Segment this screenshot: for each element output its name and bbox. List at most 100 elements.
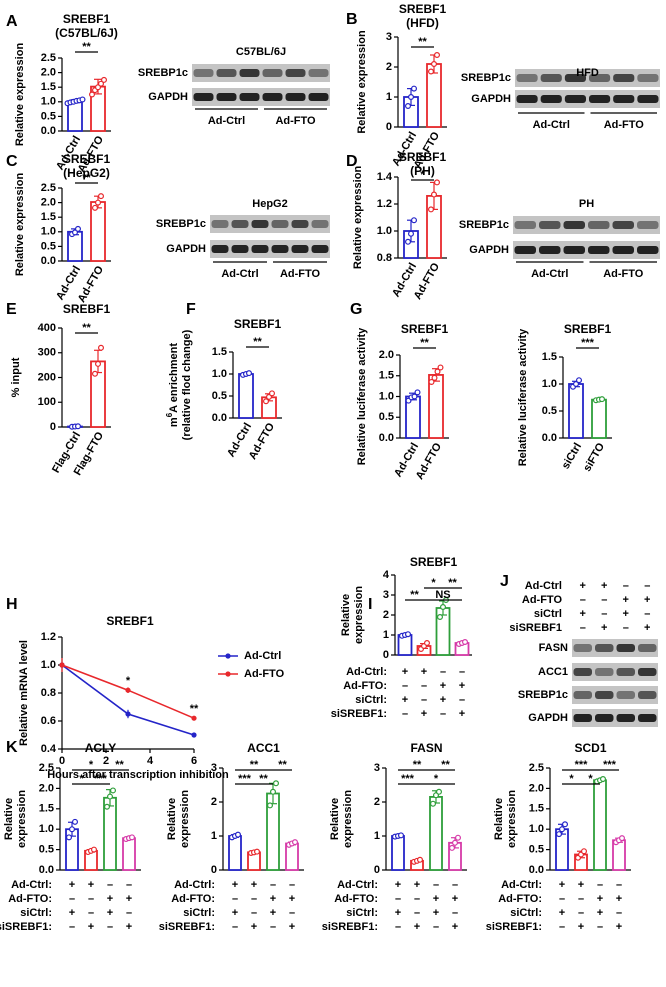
data-point (411, 85, 418, 92)
condition-sign: + (452, 893, 458, 905)
condition-sign: + (601, 580, 607, 592)
blot-title: HFD (576, 67, 599, 79)
significance-label: * (420, 169, 425, 181)
panel-letter: G (350, 301, 362, 318)
y-tick-label: 400 (38, 322, 56, 334)
group-label: Ad-FTO (603, 268, 644, 280)
blot-band (308, 93, 329, 101)
blot-strip (572, 686, 658, 704)
blot-band (311, 245, 329, 253)
y-tick-label: 1 (386, 91, 392, 103)
data-point (65, 834, 72, 841)
significance-label: ** (410, 589, 419, 601)
data-point (246, 370, 253, 377)
data-point (97, 193, 104, 200)
chart-title: (PH) (410, 164, 435, 178)
condition-label: Ad-FTO (522, 594, 563, 606)
y-tick-label: 1.0 (212, 368, 227, 380)
condition-sign: – (88, 907, 94, 919)
blot-row-label: GAPDH (166, 243, 206, 255)
bar (591, 398, 607, 439)
data-point (94, 360, 101, 367)
data-point (408, 230, 415, 237)
data-point (191, 715, 197, 721)
data-point (59, 662, 65, 668)
bar (238, 373, 254, 419)
condition-label: Ad-FTO: (334, 893, 378, 905)
condition-sign: + (644, 594, 650, 606)
panel-letter: B (346, 11, 358, 28)
condition-sign: – (414, 893, 420, 905)
condition-sign: – (623, 622, 629, 634)
blot-strip (572, 639, 658, 657)
data-point (411, 217, 418, 224)
blot-band (231, 220, 249, 228)
y-tick-label: 0.5 (39, 844, 54, 856)
data-point (94, 199, 101, 206)
condition-sign: – (578, 907, 584, 919)
condition-sign: + (580, 608, 586, 620)
blot-band (573, 691, 592, 699)
y-tick-label: 200 (38, 371, 56, 383)
blot-band (311, 220, 329, 228)
chart-title: (HepG2) (63, 166, 110, 180)
condition-sign: + (597, 907, 603, 919)
condition-sign: + (616, 921, 622, 933)
blot-band (239, 93, 260, 101)
condition-sign: + (69, 879, 75, 891)
y-tick-label: 0.5 (41, 110, 56, 122)
condition-sign: – (251, 893, 257, 905)
data-point (434, 51, 441, 58)
y-tick-label: 1.0 (529, 823, 544, 835)
significance-label: ** (250, 759, 259, 771)
data-point (398, 832, 405, 839)
blot-strip (572, 709, 658, 727)
blot-band (271, 220, 289, 228)
condition-label: Ad-Ctrl: (337, 879, 378, 891)
chart-title: SREBF1 (63, 302, 111, 316)
condition-label: siCtrl: (346, 907, 378, 919)
condition-label: siSREBF1: (322, 921, 378, 933)
blot-strip (210, 240, 330, 258)
blot-band (308, 69, 329, 77)
bar (67, 100, 83, 132)
significance-label: * (588, 773, 593, 785)
blot-band (516, 74, 538, 82)
condition-sign: – (395, 921, 401, 933)
significance-label: * (89, 759, 94, 771)
chart-title: ACLY (85, 741, 117, 755)
condition-sign: – (452, 879, 458, 891)
significance-label: ** (115, 759, 124, 771)
y-axis-label: expression (342, 790, 354, 848)
y-tick-label: 2.0 (41, 67, 56, 79)
condition-sign: + (459, 680, 465, 692)
group-label: Ad-Ctrl (221, 268, 258, 280)
bar (429, 796, 443, 871)
y-tick-label: 0.8 (377, 252, 392, 264)
y-tick-label: 1 (211, 830, 217, 842)
data-point (292, 839, 299, 846)
condition-label: siCtrl: (355, 694, 387, 706)
blot-band (612, 246, 634, 254)
y-tick-label: 1.2 (377, 198, 392, 210)
data-point (71, 818, 78, 825)
data-point (428, 68, 435, 75)
y-tick-label: 1.0 (542, 378, 557, 390)
y-tick-label: 0 (386, 121, 392, 133)
condition-sign: – (88, 893, 94, 905)
data-point (455, 834, 462, 841)
y-tick-label: 3 (386, 31, 392, 43)
condition-sign: – (616, 907, 622, 919)
data-point (74, 225, 81, 232)
data-point (424, 639, 431, 646)
significance-label: ** (190, 703, 199, 715)
condition-sign: + (270, 893, 276, 905)
y-axis-label: expression (353, 586, 365, 644)
blot-band (616, 644, 635, 652)
bar (90, 201, 106, 262)
condition-sign: + (559, 879, 565, 891)
significance-label: *** (238, 773, 252, 785)
significance-label: ** (418, 36, 427, 48)
condition-sign: – (601, 594, 607, 606)
blot-band (231, 245, 249, 253)
